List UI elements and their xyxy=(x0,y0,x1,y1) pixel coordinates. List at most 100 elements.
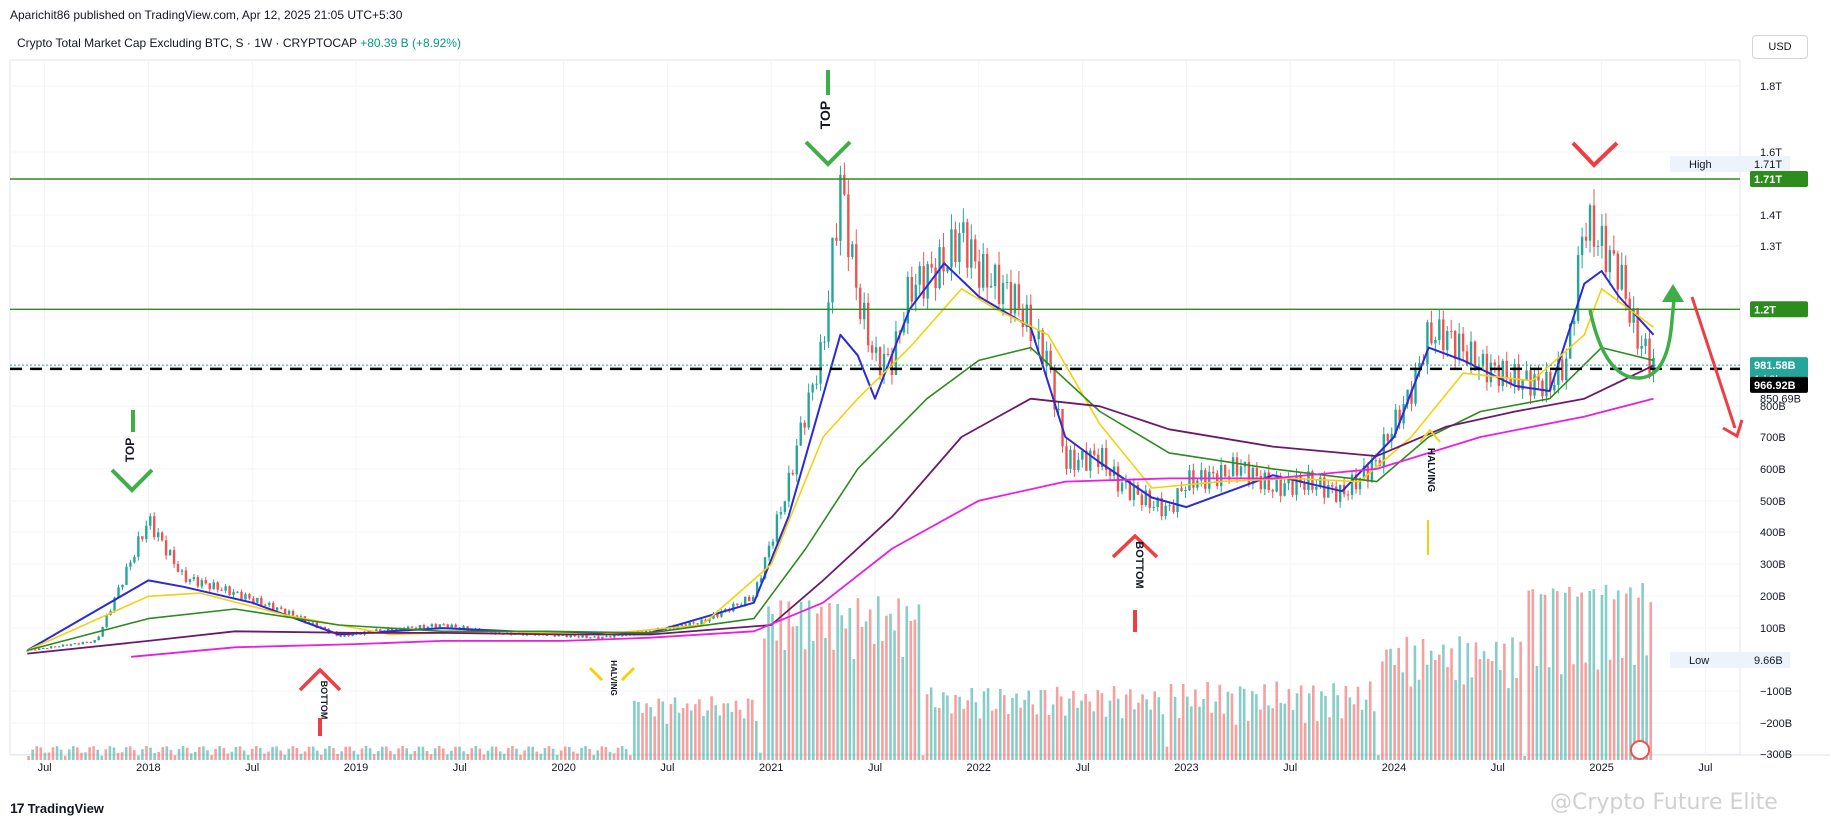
candle-body xyxy=(81,642,85,645)
candle-body xyxy=(855,244,858,288)
candle-body xyxy=(339,635,342,637)
volume-bar xyxy=(1291,709,1295,760)
volume-bar xyxy=(954,694,957,760)
volume-bar xyxy=(1279,702,1283,760)
candle-body xyxy=(902,323,906,333)
volume-bar xyxy=(340,751,343,760)
candle-body xyxy=(391,628,394,632)
y-tick-label: 400B xyxy=(1760,527,1786,539)
candle-body xyxy=(1077,459,1080,470)
volume-bar xyxy=(1287,689,1291,760)
candle-body xyxy=(1398,409,1401,424)
x-tick-label: Jul xyxy=(453,762,467,774)
volume-bar xyxy=(1234,724,1238,760)
candle-body xyxy=(1287,479,1290,484)
candle-body xyxy=(156,532,160,538)
candle-body xyxy=(61,644,65,647)
volume-bar xyxy=(169,750,173,760)
volume-bar xyxy=(515,748,518,760)
candle-body xyxy=(1438,319,1441,341)
volume-bar xyxy=(1527,590,1531,760)
tradingview-logo[interactable]: 17 TradingView xyxy=(10,800,104,816)
y-tick-label: 800B xyxy=(1760,401,1786,413)
candle-body xyxy=(1013,284,1017,314)
candle-body xyxy=(1529,370,1532,396)
candle-body xyxy=(454,624,457,628)
candle-body xyxy=(1212,471,1215,474)
candle-body xyxy=(1616,253,1620,290)
candle-body xyxy=(862,302,866,320)
volume-bar xyxy=(1368,681,1372,760)
volume-bar xyxy=(677,712,681,760)
candle-body xyxy=(1465,351,1469,365)
candle-body xyxy=(680,624,683,626)
volume-bar xyxy=(1364,699,1368,760)
volume-bar xyxy=(1515,677,1518,760)
candle-body xyxy=(129,562,132,567)
flag-icon[interactable] xyxy=(1630,740,1650,760)
volume-bar xyxy=(1190,706,1193,760)
volume-bar xyxy=(1645,655,1648,760)
volume-bar xyxy=(608,751,612,760)
volume-bar xyxy=(1035,714,1039,760)
candle-body xyxy=(1442,319,1445,351)
candle-body xyxy=(1446,331,1449,351)
candle-body xyxy=(1533,374,1536,396)
volume-bar xyxy=(1348,697,1352,760)
candle-body xyxy=(1104,447,1108,471)
candle-body xyxy=(835,237,838,241)
volume-bar xyxy=(1608,659,1612,760)
candle-body xyxy=(1374,460,1378,462)
candle-body xyxy=(351,634,354,636)
volume-bar xyxy=(559,750,563,760)
volume-bar xyxy=(498,751,502,760)
volume-bar xyxy=(876,596,880,760)
candle-body xyxy=(704,619,707,622)
volume-bar xyxy=(372,754,376,760)
volume-bar xyxy=(844,628,848,760)
volume-bar xyxy=(799,601,803,760)
symbol-name: Crypto Total Market Cap Excluding BTC, S… xyxy=(17,36,357,50)
candle-body xyxy=(795,445,798,475)
volume-bar xyxy=(848,608,852,760)
volume-bar xyxy=(222,747,226,760)
candle-body xyxy=(1319,477,1322,487)
candle-body xyxy=(1334,486,1338,502)
volume-bar xyxy=(242,750,246,760)
high-value: 1.71T xyxy=(1754,159,1782,171)
volume-bar xyxy=(311,746,315,760)
candle-body xyxy=(1632,308,1635,323)
candle-body xyxy=(989,286,993,288)
candle-body xyxy=(69,644,73,646)
volume-bar xyxy=(39,747,43,760)
candle-body xyxy=(196,577,200,587)
candle-body xyxy=(1430,322,1433,344)
volume-bar xyxy=(145,746,148,760)
candle-body xyxy=(565,634,568,638)
candle-body xyxy=(843,174,846,195)
candle-body xyxy=(787,472,791,502)
candle-body xyxy=(906,277,910,324)
bottom-arrow-head-2018 xyxy=(298,667,342,692)
volume-bar xyxy=(543,747,547,760)
volume-bar xyxy=(1047,715,1051,760)
volume-bar xyxy=(1145,699,1148,760)
top-arrow-head-2021 xyxy=(804,140,852,167)
volume-bar xyxy=(1600,595,1604,760)
volume-bar xyxy=(344,746,348,760)
candle-body xyxy=(1085,450,1088,471)
candle-body xyxy=(648,630,652,632)
volume-bar xyxy=(1104,716,1108,760)
currency-button[interactable]: USD xyxy=(1752,35,1808,59)
candle-body xyxy=(283,608,287,615)
volume-bar xyxy=(1173,696,1177,760)
candle-body xyxy=(204,580,207,584)
volume-bar xyxy=(1177,718,1181,760)
volume-bar xyxy=(1385,649,1388,760)
volume-bar xyxy=(511,746,514,760)
volume-bar xyxy=(547,746,551,760)
volume-bar xyxy=(1185,696,1189,760)
volume-bar xyxy=(1141,694,1144,760)
volume-bar xyxy=(157,752,160,760)
